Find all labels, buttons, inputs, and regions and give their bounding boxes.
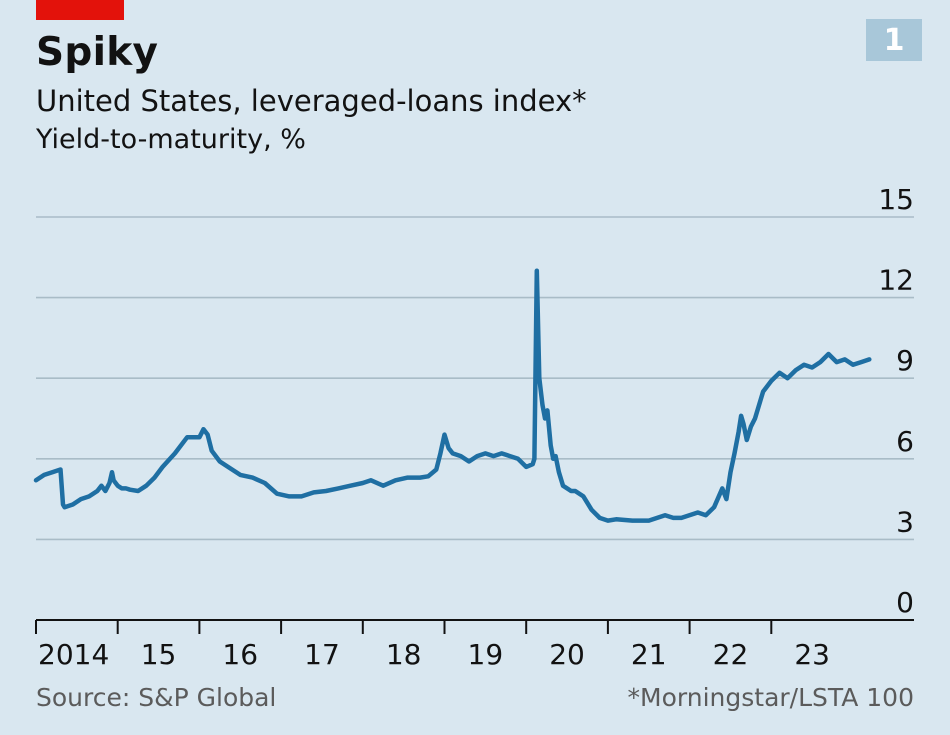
y-tick-label: 0 [896,586,914,619]
x-tick-label: 21 [631,638,667,671]
y-axis-tick-labels: 0 3 6 9 12 15 [878,183,914,619]
chart-subtitle: United States, leveraged-loans index* [36,84,587,118]
y-tick-label: 3 [896,505,914,538]
x-tick-label: 15 [141,638,177,671]
x-tick-label: 2014 [38,638,109,671]
y-tick-label: 15 [878,183,914,216]
chart-unit-label: Yield-to-maturity, % [36,124,306,155]
y-tick-label: 6 [896,425,914,458]
chart-title: Spiky [36,30,159,75]
x-tick-label: 17 [304,638,340,671]
series-line-leveraged-loans-yield [33,268,872,523]
gridlines [36,216,914,621]
chart-number-badge: 1 [866,19,922,61]
source-note: Source: S&P Global [36,683,277,712]
x-tick-label: 22 [713,638,749,671]
brand-red-tag [36,0,124,20]
x-tick-label: 20 [549,638,585,671]
series-lines [33,268,872,523]
x-tick-label: 16 [222,638,258,671]
x-axis: 2014 15 16 17 18 19 20 21 22 23 [35,620,830,671]
x-tick-label: 23 [794,638,830,671]
footnote: *Morningstar/LSTA 100 [627,683,914,712]
y-tick-label: 12 [878,264,914,297]
y-tick-label: 9 [896,344,914,377]
x-tick-label: 19 [468,638,504,671]
x-tick-label: 18 [386,638,422,671]
